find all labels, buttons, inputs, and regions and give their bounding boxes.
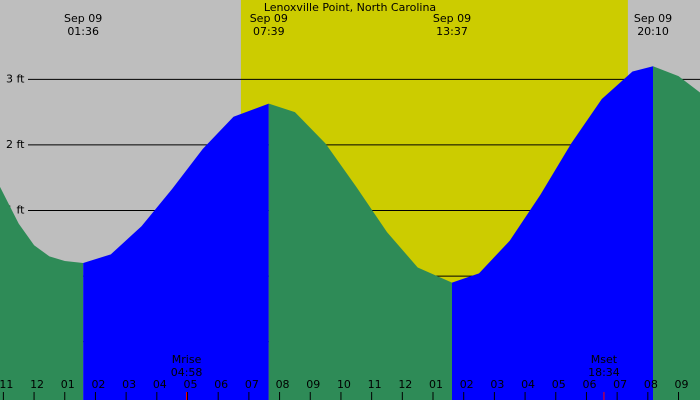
x-tick-label: 09: [306, 378, 320, 391]
x-tick-label: 05: [552, 378, 566, 391]
tide-area: [0, 186, 84, 400]
x-tick-label: 08: [276, 378, 290, 391]
moon-label: Mset: [591, 353, 618, 366]
x-tick-label: 02: [91, 378, 105, 391]
x-tick-label: 11: [368, 378, 382, 391]
x-tick-label: 02: [460, 378, 474, 391]
x-tick-label: 01: [429, 378, 443, 391]
x-tick-label: 12: [398, 378, 412, 391]
tide-area: [452, 66, 653, 400]
extreme-date: Sep 09: [433, 12, 471, 25]
tide-area: [83, 103, 269, 400]
x-tick-label: 05: [184, 378, 198, 391]
x-tick-label: 01: [61, 378, 75, 391]
x-tick-label: 06: [582, 378, 596, 391]
x-tick-label: 03: [122, 378, 136, 391]
x-tick-label: 09: [675, 378, 689, 391]
x-tick-label: 08: [644, 378, 658, 391]
extreme-time: 13:37: [436, 25, 468, 38]
tide-area: [268, 103, 452, 400]
x-tick-label: 06: [214, 378, 228, 391]
x-tick-label: 07: [245, 378, 259, 391]
x-tick-label: 04: [153, 378, 167, 391]
extreme-time: 07:39: [253, 25, 285, 38]
chart-title: Lenoxville Point, North Carolina: [264, 1, 436, 14]
moon-time: 18:34: [588, 366, 620, 379]
x-tick-label: 04: [521, 378, 535, 391]
extreme-time: 01:36: [67, 25, 99, 38]
extreme-date: Sep 09: [250, 12, 288, 25]
y-tick-label: 2 ft: [6, 138, 25, 151]
moon-label: Mrise: [172, 353, 202, 366]
x-tick-label: 03: [490, 378, 504, 391]
x-tick-label: 12: [30, 378, 44, 391]
y-tick-label: 3 ft: [6, 72, 25, 85]
x-tick-label: 11: [0, 378, 13, 391]
extreme-date: Sep 09: [64, 12, 102, 25]
moon-time: 04:58: [171, 366, 203, 379]
extreme-date: Sep 09: [634, 12, 672, 25]
extreme-time: 20:10: [637, 25, 669, 38]
x-tick-label: 10: [337, 378, 351, 391]
x-tick-label: 07: [613, 378, 627, 391]
tide-area: [653, 66, 700, 400]
